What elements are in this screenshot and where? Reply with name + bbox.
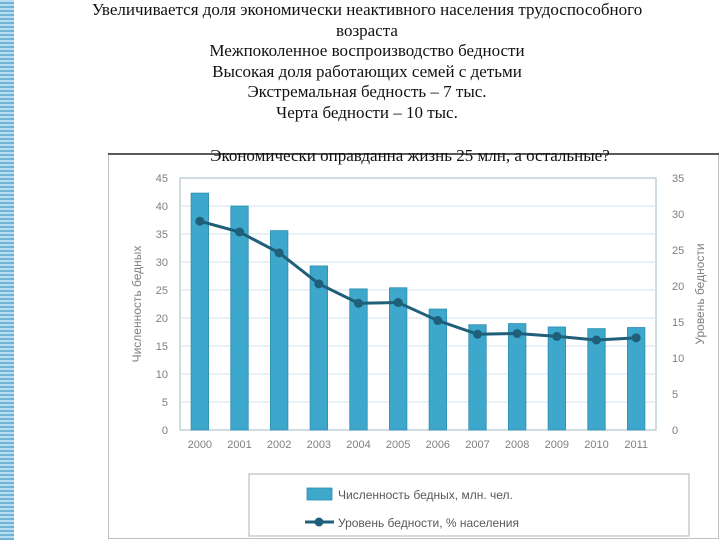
y-tick-label: 10 xyxy=(156,369,168,381)
y2-tick-label: 35 xyxy=(672,173,684,185)
slide-line-3: Межпоколенное воспроизводство бедности xyxy=(209,41,525,60)
y2-tick-label: 20 xyxy=(672,281,684,293)
bar xyxy=(230,205,249,431)
slide-line-2: возраста xyxy=(336,20,398,40)
line-point xyxy=(354,298,363,308)
x-tick-label: 2011 xyxy=(624,439,648,451)
legend-line-label: Уровень бедности, % населения xyxy=(338,516,519,530)
x-tick-label: 2003 xyxy=(307,439,331,451)
y2-axis-title: Уровень бедности xyxy=(693,243,707,344)
x-tick-label: 2010 xyxy=(584,439,608,451)
y2-tick-label: 15 xyxy=(672,317,684,329)
y-tick-label: 35 xyxy=(156,229,168,241)
bar xyxy=(428,308,447,431)
legend-line-marker xyxy=(314,517,324,527)
line-point xyxy=(552,331,562,341)
y-tick-label: 30 xyxy=(156,257,168,269)
x-tick-label: 2000 xyxy=(188,439,212,451)
line-point xyxy=(393,298,403,308)
legend-bar-label: Численность бедных, млн. чел. xyxy=(338,488,513,502)
y-tick-label: 5 xyxy=(162,397,168,409)
slide-line-5: Экстремальная бедность – 7 тыс. xyxy=(247,82,487,101)
y-tick-label: 20 xyxy=(156,313,168,325)
slide-line-4: Высокая доля работающих семей с детьми xyxy=(212,61,522,81)
slide-line-7: Экономически оправданна жизнь 25 млн, а … xyxy=(210,146,610,165)
legend-box xyxy=(248,473,690,537)
y-tick-label: 40 xyxy=(156,201,168,213)
legend-bar-swatch xyxy=(306,487,333,501)
slide-text-block: Увеличивается доля экономически неактивн… xyxy=(14,0,720,123)
bar xyxy=(547,326,566,431)
x-tick-label: 2007 xyxy=(465,439,489,451)
y2-tick-label: 25 xyxy=(672,245,684,257)
bar xyxy=(190,192,209,431)
x-tick-label: 2005 xyxy=(386,439,410,451)
x-tick-label: 2008 xyxy=(505,439,529,451)
y-axis-title: Численность бедных xyxy=(130,246,144,363)
line-point xyxy=(433,316,443,326)
y2-tick-label: 10 xyxy=(672,353,684,365)
x-tick-label: 2006 xyxy=(426,439,450,451)
line-point xyxy=(473,329,482,339)
line-point xyxy=(274,248,284,258)
bar xyxy=(270,230,289,431)
line-point xyxy=(314,279,324,289)
y2-tick-label: 0 xyxy=(672,425,678,437)
y2-tick-label: 30 xyxy=(672,209,684,221)
slide-line-1: Увеличивается доля экономически неактивн… xyxy=(91,0,643,19)
bar xyxy=(349,288,368,431)
y-tick-label: 0 xyxy=(162,425,168,437)
line-point xyxy=(592,335,601,345)
bar xyxy=(587,328,606,431)
plot-area xyxy=(179,177,657,431)
y2-tick-label: 5 xyxy=(672,389,678,401)
x-tick-label: 2004 xyxy=(346,439,370,451)
x-tick-label: 2002 xyxy=(267,439,291,451)
line-point xyxy=(512,329,522,339)
line-point xyxy=(631,333,641,343)
line-point xyxy=(235,227,244,237)
slide-line-6: Черта бедности – 10 тыс. xyxy=(276,102,458,122)
y-tick-label: 45 xyxy=(156,173,168,185)
slide-side-stripe xyxy=(0,0,14,540)
y-tick-label: 15 xyxy=(156,341,168,353)
bar xyxy=(468,324,487,431)
y-tick-label: 25 xyxy=(156,285,168,297)
x-tick-label: 2001 xyxy=(227,439,251,451)
bar xyxy=(627,327,646,431)
chart-frame-top-border xyxy=(108,153,719,155)
bar xyxy=(508,323,527,431)
line-point xyxy=(195,216,205,226)
bar xyxy=(389,287,408,431)
bar xyxy=(309,265,328,431)
poverty-rate-line xyxy=(199,219,637,342)
x-tick-label: 2009 xyxy=(545,439,569,451)
